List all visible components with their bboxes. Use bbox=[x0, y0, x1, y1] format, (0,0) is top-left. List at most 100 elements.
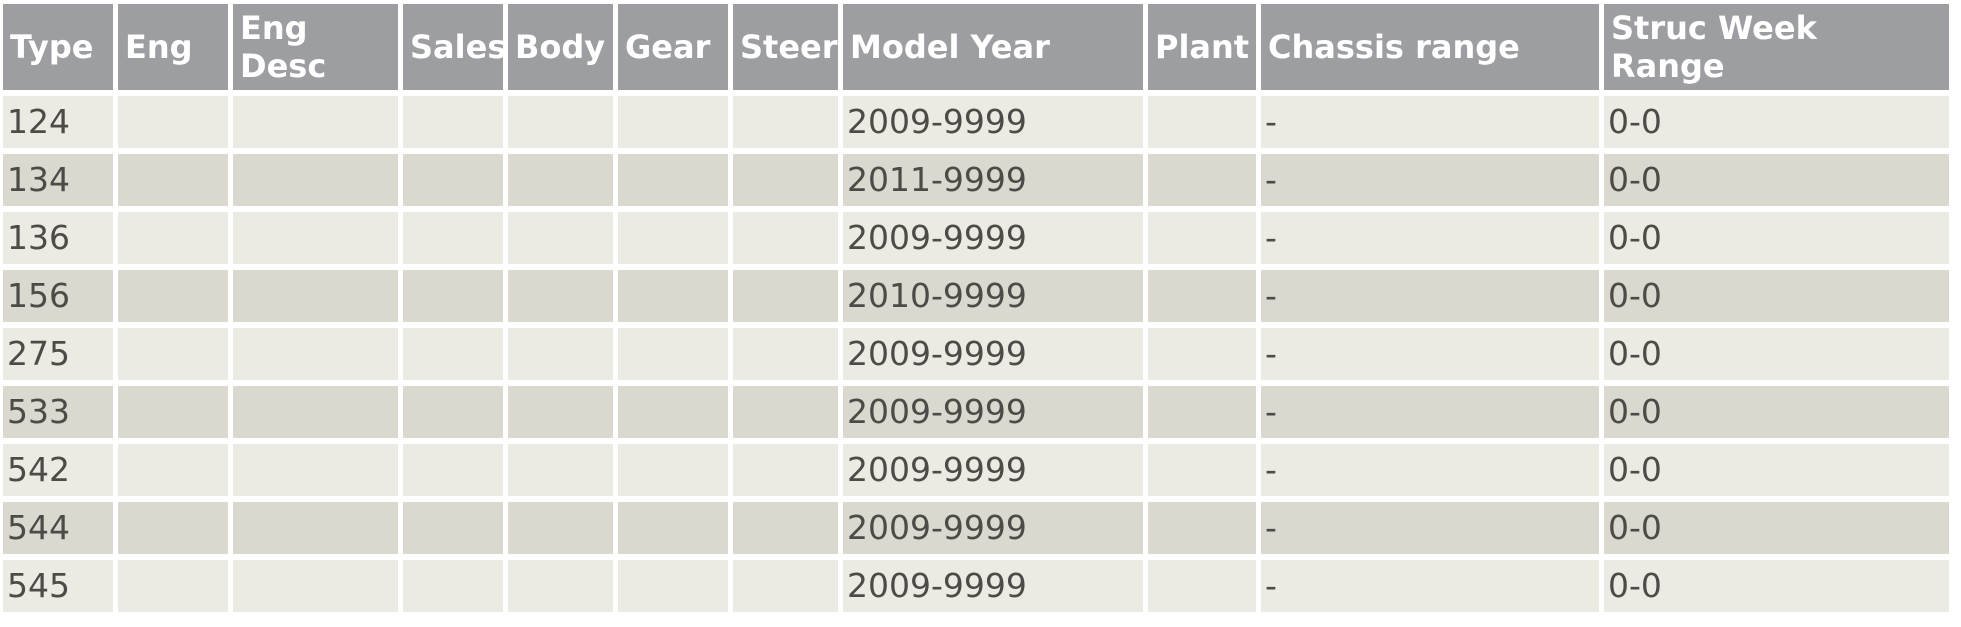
cell-body bbox=[508, 502, 613, 554]
cell-eng bbox=[118, 212, 228, 264]
cell-body bbox=[508, 328, 613, 380]
column-header-body: Body bbox=[508, 4, 613, 90]
table-row: 124 2009-9999 -0-0 bbox=[3, 96, 1949, 148]
cell-type: 542 bbox=[3, 444, 113, 496]
cell-chassis-range: - bbox=[1261, 386, 1599, 438]
cell-eng-desc bbox=[233, 560, 398, 612]
cell-gear bbox=[618, 270, 728, 322]
column-header-struc-week-range: Struc Week Range bbox=[1604, 4, 1949, 90]
cell-steer bbox=[733, 212, 838, 264]
cell-sales bbox=[403, 560, 503, 612]
cell-model-year: 2009-9999 bbox=[843, 328, 1143, 380]
cell-struc-week-range: 0-0 bbox=[1604, 560, 1949, 612]
cell-chassis-range: - bbox=[1261, 328, 1599, 380]
cell-plant bbox=[1148, 154, 1256, 206]
cell-gear bbox=[618, 328, 728, 380]
cell-eng bbox=[118, 502, 228, 554]
cell-sales bbox=[403, 444, 503, 496]
cell-type: 156 bbox=[3, 270, 113, 322]
column-header-model-year: Model Year bbox=[843, 4, 1143, 90]
cell-eng bbox=[118, 154, 228, 206]
cell-struc-week-range: 0-0 bbox=[1604, 444, 1949, 496]
cell-type: 544 bbox=[3, 502, 113, 554]
cell-plant bbox=[1148, 444, 1256, 496]
column-header-plant: Plant bbox=[1148, 4, 1256, 90]
table-row: 136 2009-9999 -0-0 bbox=[3, 212, 1949, 264]
cell-body bbox=[508, 560, 613, 612]
table-row: 544 2009-9999 -0-0 bbox=[3, 502, 1949, 554]
cell-struc-week-range: 0-0 bbox=[1604, 328, 1949, 380]
cell-body bbox=[508, 270, 613, 322]
cell-steer bbox=[733, 386, 838, 438]
cell-struc-week-range: 0-0 bbox=[1604, 386, 1949, 438]
cell-chassis-range: - bbox=[1261, 154, 1599, 206]
cell-chassis-range: - bbox=[1261, 270, 1599, 322]
table-row: 533 2009-9999 -0-0 bbox=[3, 386, 1949, 438]
table-row: 134 2011-9999 -0-0 bbox=[3, 154, 1949, 206]
column-header-type: Type bbox=[3, 4, 113, 90]
cell-eng bbox=[118, 328, 228, 380]
cell-model-year: 2009-9999 bbox=[843, 502, 1143, 554]
column-header-eng: Eng bbox=[118, 4, 228, 90]
cell-eng-desc bbox=[233, 444, 398, 496]
cell-eng-desc bbox=[233, 154, 398, 206]
cell-struc-week-range: 0-0 bbox=[1604, 212, 1949, 264]
cell-sales bbox=[403, 154, 503, 206]
cell-chassis-range: - bbox=[1261, 560, 1599, 612]
cell-plant bbox=[1148, 270, 1256, 322]
cell-type: 275 bbox=[3, 328, 113, 380]
cell-steer bbox=[733, 502, 838, 554]
cell-eng-desc bbox=[233, 502, 398, 554]
cell-type: 124 bbox=[3, 96, 113, 148]
cell-chassis-range: - bbox=[1261, 444, 1599, 496]
cell-eng bbox=[118, 560, 228, 612]
cell-sales bbox=[403, 328, 503, 380]
cell-plant bbox=[1148, 212, 1256, 264]
cell-body bbox=[508, 444, 613, 496]
column-header-steer: Steer bbox=[733, 4, 838, 90]
cell-model-year: 2009-9999 bbox=[843, 212, 1143, 264]
cell-steer bbox=[733, 154, 838, 206]
cell-sales bbox=[403, 386, 503, 438]
cell-eng-desc bbox=[233, 270, 398, 322]
cell-steer bbox=[733, 328, 838, 380]
cell-chassis-range: - bbox=[1261, 96, 1599, 148]
cell-model-year: 2009-9999 bbox=[843, 96, 1143, 148]
table-row: 545 2009-9999 -0-0 bbox=[3, 560, 1949, 612]
cell-struc-week-range: 0-0 bbox=[1604, 154, 1949, 206]
table-row: 156 2010-9999 -0-0 bbox=[3, 270, 1949, 322]
cell-model-year: 2009-9999 bbox=[843, 386, 1143, 438]
cell-plant bbox=[1148, 386, 1256, 438]
cell-gear bbox=[618, 386, 728, 438]
cell-eng-desc bbox=[233, 212, 398, 264]
cell-gear bbox=[618, 444, 728, 496]
table-header: Type Eng Eng Desc Sales Body Gear Steer Model Y… bbox=[3, 4, 1949, 90]
cell-struc-week-range: 0-0 bbox=[1604, 96, 1949, 148]
cell-model-year: 2009-9999 bbox=[843, 444, 1143, 496]
cell-steer bbox=[733, 270, 838, 322]
cell-body bbox=[508, 212, 613, 264]
cell-eng bbox=[118, 444, 228, 496]
cell-sales bbox=[403, 212, 503, 264]
cell-type: 134 bbox=[3, 154, 113, 206]
cell-model-year: 2010-9999 bbox=[843, 270, 1143, 322]
cell-steer bbox=[733, 444, 838, 496]
cell-type: 136 bbox=[3, 212, 113, 264]
cell-struc-week-range: 0-0 bbox=[1604, 270, 1949, 322]
cell-sales bbox=[403, 96, 503, 148]
header-row: Type Eng Eng Desc Sales Body Gear Steer Model Y… bbox=[3, 4, 1949, 90]
cell-chassis-range: - bbox=[1261, 212, 1599, 264]
cell-body bbox=[508, 96, 613, 148]
cell-type: 533 bbox=[3, 386, 113, 438]
cell-plant bbox=[1148, 560, 1256, 612]
column-header-gear: Gear bbox=[618, 4, 728, 90]
cell-gear bbox=[618, 212, 728, 264]
table-row: 542 2009-9999 -0-0 bbox=[3, 444, 1949, 496]
cell-gear bbox=[618, 502, 728, 554]
cell-plant bbox=[1148, 502, 1256, 554]
cell-gear bbox=[618, 96, 728, 148]
cell-eng-desc bbox=[233, 386, 398, 438]
cell-plant bbox=[1148, 328, 1256, 380]
cell-plant bbox=[1148, 96, 1256, 148]
cell-chassis-range: - bbox=[1261, 502, 1599, 554]
